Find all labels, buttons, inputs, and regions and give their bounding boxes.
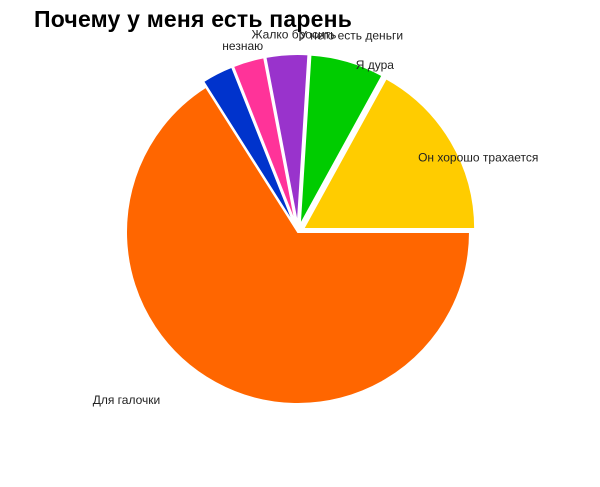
pie-label-2: незнаю [222, 39, 263, 53]
pie-label-6: Он хорошо трахается [418, 150, 538, 164]
chart-title: Почему у меня есть парень [34, 6, 353, 32]
pie-slice-1 [125, 85, 472, 405]
pie-slice-4 [264, 53, 310, 227]
pie-label-5: Я дура [356, 58, 395, 72]
pie-slice-6 [301, 76, 477, 230]
pie-label-1: Для галочки [93, 393, 161, 407]
pie-slices [125, 53, 477, 405]
pie-slice-3 [231, 56, 298, 227]
pie-slice-5 [298, 53, 384, 227]
pie-slice-2 [201, 65, 297, 228]
pie-label-3: Жалко бросить [251, 27, 336, 41]
pie-label-4: У него есть деньги [299, 28, 403, 42]
